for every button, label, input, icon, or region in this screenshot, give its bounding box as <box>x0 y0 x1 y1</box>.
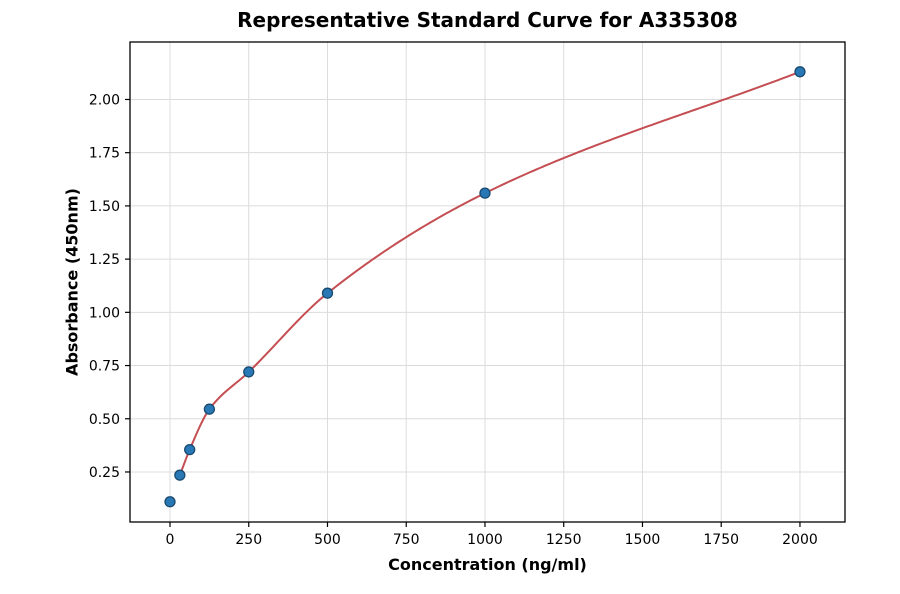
x-tick-label: 1000 <box>467 532 503 548</box>
y-tick-label: 0.25 <box>89 465 120 481</box>
x-tick-label: 750 <box>393 532 420 548</box>
x-tick-label: 1500 <box>625 532 661 548</box>
data-point <box>184 443 196 456</box>
y-tick-label: 1.25 <box>89 252 120 268</box>
x-tick-label: 1250 <box>546 532 582 548</box>
x-tick-label: 250 <box>235 532 262 548</box>
data-point <box>243 366 255 378</box>
x-tick-label: 1750 <box>703 532 739 548</box>
y-tick-label: 2.00 <box>89 92 120 108</box>
data-point <box>794 66 806 78</box>
fit-curve <box>178 70 801 477</box>
data-point <box>479 187 491 199</box>
x-tick-label: 2000 <box>782 532 818 548</box>
x-tick-label: 500 <box>314 532 341 548</box>
x-tick-label: 0 <box>166 532 175 548</box>
y-tick-label: 1.75 <box>89 146 120 162</box>
y-tick-label: 0.75 <box>89 359 120 375</box>
data-point <box>164 496 176 508</box>
y-tick-label: 1.50 <box>89 199 120 215</box>
y-tick-label: 1.00 <box>89 305 120 321</box>
chart-title: Representative Standard Curve for A33530… <box>237 8 738 32</box>
y-tick-label: 0.50 <box>89 412 120 428</box>
data-point <box>321 287 334 299</box>
data-point <box>203 403 216 415</box>
x-axis-label: Concentration (ng/ml) <box>388 555 587 574</box>
data-point <box>174 469 186 481</box>
axes-frame <box>129 41 846 523</box>
